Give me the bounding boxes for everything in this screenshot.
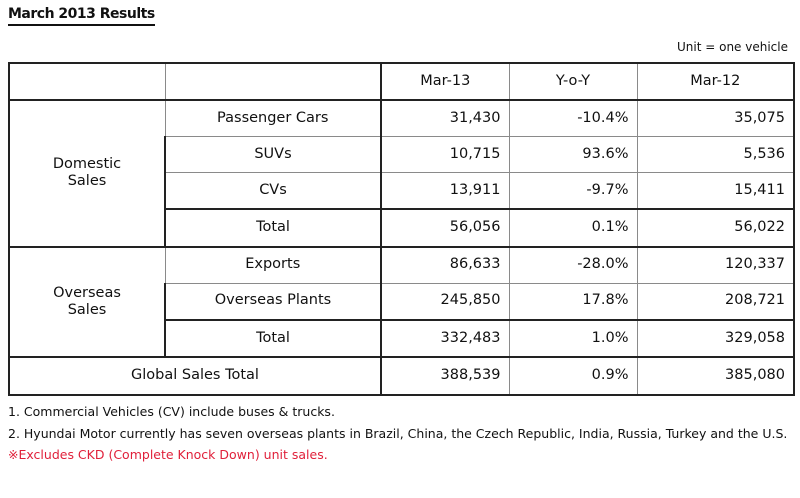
row-label: Total	[164, 207, 382, 247]
yoy-value: 1.0%	[508, 318, 638, 358]
global-total-row: Global Sales Total 388,539 0.9% 385,080	[8, 356, 795, 396]
domestic-sales-group-label: Domestic Sales	[8, 99, 166, 247]
table-row: Total 332,483 1.0% 329,058	[9, 318, 795, 358]
mar13-value: 31,430	[380, 99, 510, 138]
mar12-value: 208,721	[636, 282, 795, 321]
row-label: Exports	[164, 245, 382, 284]
table-row: Domestic Sales Passenger Cars 31,430 -10…	[8, 99, 795, 247]
mar12-value: 5,536	[636, 136, 795, 173]
row-label: Passenger Cars	[164, 99, 382, 138]
results-table: Mar-13 Y-o-Y Mar-12 Domestic Sales Passe…	[8, 62, 795, 396]
yoy-value: 93.6%	[508, 136, 638, 173]
header-row: Mar-13 Y-o-Y Mar-12	[8, 62, 795, 101]
header-mar12: Mar-12	[636, 62, 795, 101]
footnote-ckd: ※Excludes CKD (Complete Knock Down) unit…	[8, 447, 328, 462]
mar12-value: 15,411	[636, 171, 795, 210]
table-row: Overseas Plants 245,850 17.8% 208,721	[9, 282, 795, 321]
row-label: CVs	[164, 171, 382, 210]
header-corner-group	[8, 62, 166, 101]
header-yoy: Y-o-Y	[508, 62, 638, 101]
header-corner-item	[164, 62, 382, 101]
mar13-value: 332,483	[380, 318, 510, 358]
mar13-value: 10,715	[380, 136, 510, 173]
header-mar13: Mar-13	[380, 62, 510, 101]
mar12-value: 35,075	[636, 99, 795, 138]
table-row: CVs 13,911 -9.7% 15,411	[9, 171, 795, 210]
row-label: Total	[164, 318, 382, 358]
mar13-value: 86,633	[380, 245, 510, 284]
mar13-value: 13,911	[380, 171, 510, 210]
page-title: March 2013 Results	[8, 6, 155, 26]
table-row: Overseas Sales Exports 86,633 -28.0% 120…	[8, 245, 795, 358]
footnotes: 1. Commercial Vehicles (CV) include buse…	[8, 401, 792, 466]
yoy-value: -10.4%	[508, 99, 638, 138]
mar12-value: 56,022	[636, 207, 795, 247]
yoy-value: -28.0%	[508, 245, 638, 284]
mar12-value: 120,337	[636, 245, 795, 284]
unit-label: Unit = one vehicle	[677, 40, 788, 54]
yoy-value: 0.1%	[508, 207, 638, 247]
mar12-value: 385,080	[636, 356, 795, 396]
mar13-value: 388,539	[380, 356, 510, 396]
table-row: SUVs 10,715 93.6% 5,536	[9, 136, 795, 173]
yoy-value: 0.9%	[508, 356, 638, 396]
row-label: Overseas Plants	[164, 282, 382, 321]
mar13-value: 245,850	[380, 282, 510, 321]
global-total-label: Global Sales Total	[8, 356, 382, 396]
row-label: SUVs	[164, 136, 382, 173]
overseas-sales-group-label: Overseas Sales	[8, 245, 166, 358]
yoy-value: 17.8%	[508, 282, 638, 321]
mar12-value: 329,058	[636, 318, 795, 358]
yoy-value: -9.7%	[508, 171, 638, 210]
mar13-value: 56,056	[380, 207, 510, 247]
footnote-2: 2. Hyundai Motor currently has seven ove…	[8, 425, 788, 441]
footnote-1: 1. Commercial Vehicles (CV) include buse…	[8, 404, 335, 419]
table-row: Total 56,056 0.1% 56,022	[9, 207, 795, 247]
